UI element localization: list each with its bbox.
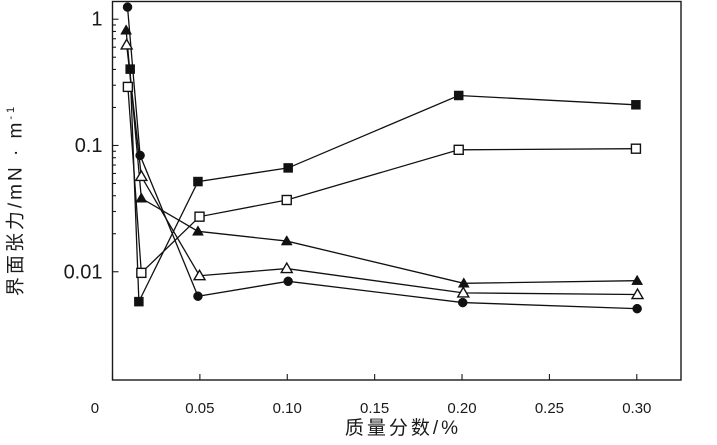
- svg-text:0.01: 0.01: [64, 261, 103, 283]
- svg-text:0.30: 0.30: [622, 400, 651, 417]
- svg-text:0.05: 0.05: [185, 400, 214, 417]
- svg-text:1: 1: [91, 9, 102, 31]
- svg-text:0.1: 0.1: [75, 135, 103, 157]
- svg-text:0.25: 0.25: [535, 400, 564, 417]
- svg-text:0.10: 0.10: [273, 400, 302, 417]
- svg-text:0: 0: [91, 400, 99, 417]
